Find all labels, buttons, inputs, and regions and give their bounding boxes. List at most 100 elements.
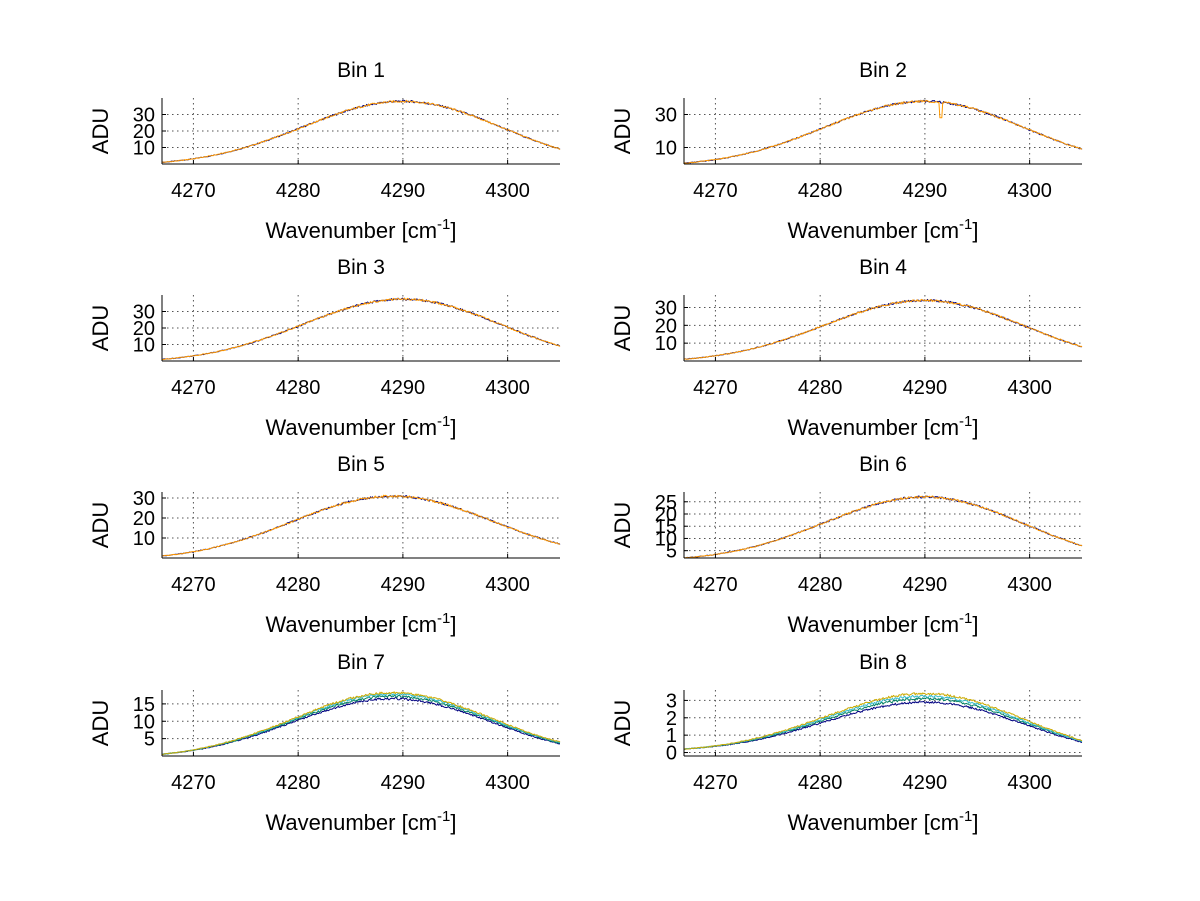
x-tick-label: 4290 bbox=[381, 377, 426, 399]
x-axis-label-tail: ] bbox=[972, 612, 978, 637]
y-tick-label: 10 bbox=[133, 335, 155, 357]
x-axis-label: Wavenumber [cm-1] bbox=[265, 610, 456, 637]
y-tick-label: 30 bbox=[133, 105, 155, 127]
x-tick-label: 4290 bbox=[903, 574, 948, 596]
x-axis-label-tail: ] bbox=[972, 218, 978, 243]
series-line-scan-b bbox=[161, 297, 561, 361]
x-tick-label: 4290 bbox=[381, 772, 426, 794]
y-axis-label: ADU bbox=[88, 700, 113, 746]
x-tick-label: 4300 bbox=[1007, 377, 1052, 399]
y-tick-label: 25 bbox=[655, 492, 677, 514]
series-line-scan-d bbox=[683, 692, 1083, 750]
x-axis-label-tail: ] bbox=[450, 415, 456, 440]
x-axis-label-tail: ] bbox=[450, 810, 456, 835]
panel-title: Bin 4 bbox=[859, 256, 907, 279]
x-axis-label-main: Wavenumber [cm bbox=[265, 218, 437, 243]
panel-title: Bin 3 bbox=[337, 256, 385, 279]
y-tick-label: 0 bbox=[666, 743, 677, 765]
x-axis-label-exponent: -1 bbox=[959, 610, 972, 627]
y-tick-label: 10 bbox=[133, 138, 155, 160]
x-axis-label: Wavenumber [cm-1] bbox=[787, 413, 978, 440]
series-line-scan-d bbox=[162, 691, 561, 755]
x-axis-label-main: Wavenumber [cm bbox=[265, 612, 437, 637]
y-tick-label: 5 bbox=[144, 729, 155, 751]
y-axis-label: ADU bbox=[88, 305, 113, 351]
series-line-scan-b bbox=[683, 99, 1083, 164]
y-tick-label: 10 bbox=[655, 528, 677, 550]
y-tick-label: 5 bbox=[666, 541, 677, 563]
panel-title: Bin 5 bbox=[337, 453, 385, 476]
y-axis-label: ADU bbox=[610, 108, 635, 154]
y-tick-label: 30 bbox=[655, 105, 677, 127]
y-tick-label: 20 bbox=[655, 504, 677, 526]
x-axis-label-main: Wavenumber [cm bbox=[787, 415, 959, 440]
x-tick-label: 4270 bbox=[693, 377, 738, 399]
x-tick-label: 4270 bbox=[171, 772, 216, 794]
series-line-scan-b bbox=[161, 694, 561, 755]
y-axis-label: ADU bbox=[610, 502, 635, 548]
x-tick-label: 4270 bbox=[171, 377, 216, 399]
x-tick-label: 4270 bbox=[693, 574, 738, 596]
x-axis-label-exponent: -1 bbox=[959, 808, 972, 825]
x-axis-label-tail: ] bbox=[972, 810, 978, 835]
x-axis-label: Wavenumber [cm-1] bbox=[265, 216, 456, 243]
y-tick-label: 3 bbox=[666, 690, 677, 712]
x-axis-label-exponent: -1 bbox=[437, 610, 450, 627]
x-axis-label: Wavenumber [cm-1] bbox=[787, 216, 978, 243]
y-tick-label: 20 bbox=[133, 508, 155, 530]
y-tick-label: 10 bbox=[133, 528, 155, 550]
x-axis-label-main: Wavenumber [cm bbox=[787, 612, 959, 637]
x-axis-label-main: Wavenumber [cm bbox=[265, 415, 437, 440]
x-tick-label: 4300 bbox=[485, 772, 530, 794]
x-tick-label: 4290 bbox=[381, 180, 426, 202]
x-tick-label: 4300 bbox=[1007, 772, 1052, 794]
x-tick-label: 4290 bbox=[903, 180, 948, 202]
x-axis-label-main: Wavenumber [cm bbox=[787, 810, 959, 835]
y-tick-label: 15 bbox=[133, 694, 155, 716]
x-tick-label: 4270 bbox=[693, 180, 738, 202]
x-tick-label: 4300 bbox=[485, 180, 530, 202]
x-tick-label: 4280 bbox=[798, 377, 843, 399]
x-tick-label: 4300 bbox=[485, 574, 530, 596]
x-tick-label: 4280 bbox=[798, 180, 843, 202]
x-axis-label-exponent: -1 bbox=[437, 216, 450, 233]
y-tick-label: 20 bbox=[133, 121, 155, 143]
y-axis-label: ADU bbox=[610, 700, 635, 746]
y-axis-label: ADU bbox=[88, 108, 113, 154]
x-axis-label-exponent: -1 bbox=[959, 216, 972, 233]
series-line-scan-a bbox=[162, 495, 561, 557]
y-tick-label: 10 bbox=[133, 711, 155, 733]
y-tick-label: 15 bbox=[655, 516, 677, 538]
x-tick-label: 4300 bbox=[1007, 180, 1052, 202]
series-line-scan-a bbox=[162, 697, 560, 755]
x-axis-label-tail: ] bbox=[450, 218, 456, 243]
x-tick-label: 4270 bbox=[171, 574, 216, 596]
x-tick-label: 4280 bbox=[276, 377, 321, 399]
panel-title: Bin 6 bbox=[859, 453, 907, 476]
x-axis-label-main: Wavenumber [cm bbox=[265, 810, 437, 835]
x-tick-label: 4280 bbox=[276, 180, 321, 202]
y-tick-label: 10 bbox=[655, 138, 677, 160]
series-line-scan-a bbox=[683, 495, 1083, 559]
x-tick-label: 4270 bbox=[171, 180, 216, 202]
x-tick-label: 4300 bbox=[1007, 574, 1052, 596]
y-axis-label: ADU bbox=[88, 502, 113, 548]
series-line-scan-b bbox=[683, 298, 1083, 360]
x-axis-label-exponent: -1 bbox=[437, 808, 450, 825]
y-tick-label: 10 bbox=[655, 333, 677, 355]
x-axis-label: Wavenumber [cm-1] bbox=[787, 808, 978, 835]
x-tick-label: 4290 bbox=[903, 772, 948, 794]
x-axis-label-tail: ] bbox=[450, 612, 456, 637]
x-tick-label: 4280 bbox=[276, 772, 321, 794]
x-tick-label: 4290 bbox=[381, 574, 426, 596]
x-axis-label: Wavenumber [cm-1] bbox=[265, 808, 456, 835]
x-tick-label: 4280 bbox=[798, 772, 843, 794]
x-tick-label: 4270 bbox=[693, 772, 738, 794]
x-axis-label-tail: ] bbox=[972, 415, 978, 440]
panel-bin-2: 4270 4280 4290 4300 10 30 Bin 2 Wavenumber [cm-… bbox=[610, 59, 1083, 243]
